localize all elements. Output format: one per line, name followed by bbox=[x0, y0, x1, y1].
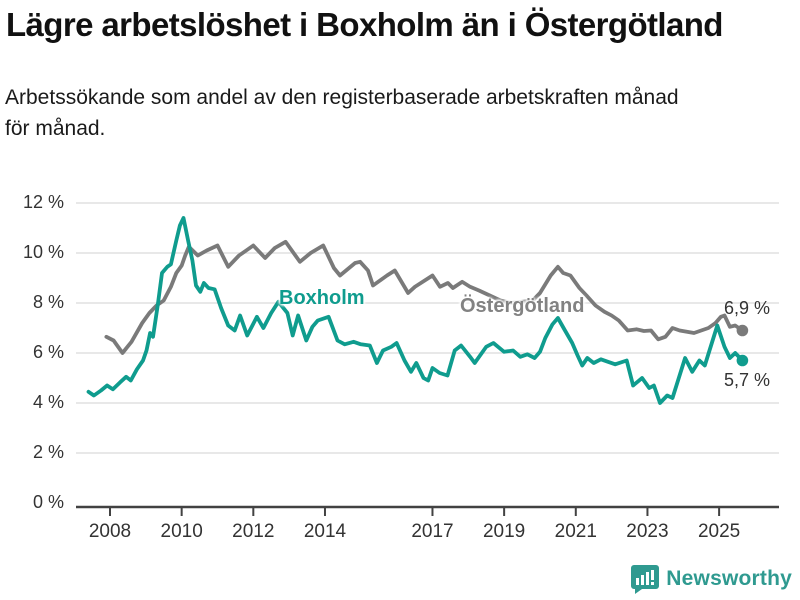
y-tick-label: 0 % bbox=[32, 492, 64, 512]
y-tick-label: 8 % bbox=[32, 292, 64, 312]
y-tick-label: 2 % bbox=[32, 442, 64, 462]
y-tick-label: 12 % bbox=[22, 192, 64, 212]
x-tick-label: 2008 bbox=[88, 521, 132, 542]
subtitle-line-2: för månad. bbox=[5, 117, 106, 140]
end-dot-boxholm bbox=[736, 354, 749, 367]
end-dot-östergötland bbox=[736, 324, 749, 337]
x-tick-label: 2014 bbox=[303, 521, 347, 542]
line-östergötland bbox=[104, 239, 745, 355]
brand-footer: Newsworthy bbox=[631, 564, 792, 594]
y-tick-label: 6 % bbox=[32, 342, 64, 362]
brand-name: Newsworthy bbox=[666, 567, 792, 590]
x-tick-label: 2021 bbox=[554, 521, 597, 542]
x-tick-label: 2019 bbox=[482, 521, 526, 542]
chart-title: Lägre arbetslöshet i Boxholm än i Österg… bbox=[6, 6, 723, 43]
subtitle-line-1: Arbetssökande som andel av den registerb… bbox=[5, 86, 679, 109]
end-value-label-ostergotland: 6,9 % bbox=[724, 298, 771, 318]
end-value-label-boxholm: 5,7 % bbox=[724, 370, 771, 390]
newsworthy-logo-icon bbox=[631, 565, 660, 594]
x-tick-label: 2017 bbox=[411, 521, 454, 542]
y-tick-label: 10 % bbox=[22, 242, 64, 262]
x-tick-label: 2023 bbox=[626, 521, 669, 542]
series-label-ostergotland: Östergötland bbox=[460, 295, 585, 317]
x-tick-label: 2025 bbox=[697, 521, 741, 542]
x-tick-label: 2012 bbox=[232, 521, 275, 542]
series-label-boxholm: Boxholm bbox=[279, 287, 365, 309]
y-tick-label: 4 % bbox=[32, 392, 64, 412]
line-boxholm bbox=[86, 216, 745, 405]
chart-subtitle: Arbetssökande som andel av den registerb… bbox=[5, 82, 795, 144]
x-tick-label: 2010 bbox=[160, 521, 203, 542]
